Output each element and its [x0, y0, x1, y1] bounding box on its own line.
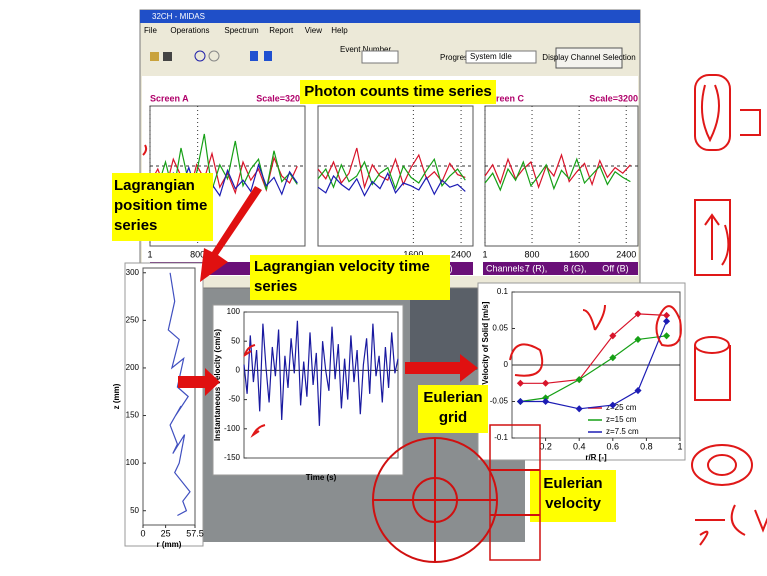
x-tick-label: 1600: [569, 249, 589, 259]
x-tick-label: 2400: [451, 249, 471, 259]
y-tick-label: 200: [126, 363, 140, 372]
window-title: 32CH - MIDAS: [152, 12, 205, 21]
slide: 32CH - MIDAS File Operations Spectrum Repor…: [0, 0, 767, 576]
screen-name: Screen A: [150, 93, 189, 103]
y-tick-label: -100: [224, 424, 241, 433]
x-tick-label: 1: [482, 249, 487, 259]
menu-item[interactable]: View: [305, 26, 322, 35]
y-tick-label: -50: [228, 395, 240, 404]
x-tick-label: 0.2: [539, 441, 552, 451]
x-tick-label: 0.4: [573, 441, 586, 451]
screen-scale: Scale=3200: [256, 93, 305, 103]
event-input[interactable]: [362, 51, 398, 63]
legend-label: z=7.5 cm: [606, 427, 639, 436]
plot-frame: [143, 268, 195, 525]
display-button-text[interactable]: Display Channel Selection: [542, 53, 635, 62]
menu-item[interactable]: File: [144, 26, 157, 35]
x-tick-label: 1: [677, 441, 682, 451]
y-tick-label: -0.05: [490, 397, 509, 406]
y-tick-label: 50: [231, 336, 240, 345]
y-tick-label: -150: [224, 453, 241, 462]
y-tick-label: 100: [126, 458, 140, 467]
status-text: System Idle: [470, 52, 512, 61]
y-tick-label: 250: [126, 315, 140, 324]
menu-item[interactable]: Spectrum: [224, 26, 259, 35]
y-tick-label: 100: [227, 307, 241, 316]
channel-label: 7 (R),: [525, 263, 548, 273]
channel-label: Channels :: [486, 263, 529, 273]
y-axis-label: z (mm): [112, 383, 121, 409]
eulerian-label: Eulerian velocity: [532, 474, 614, 514]
x-tick-label: 0.6: [607, 441, 620, 451]
photon-label: Photon counts time series: [304, 83, 492, 100]
y-tick-label: 300: [126, 268, 140, 277]
y-tick-label: 150: [126, 411, 140, 420]
y-tick-label: 0.05: [492, 324, 508, 333]
x-tick-label: 25: [161, 528, 171, 538]
channel-label: Off (B): [602, 263, 628, 273]
menu-item[interactable]: Help: [331, 26, 348, 35]
legend-label: z=15 cm: [606, 415, 637, 424]
menu-item[interactable]: Operations: [170, 26, 209, 35]
x-tick-label: 57.5: [186, 528, 204, 538]
x-tick-label: 1: [147, 249, 152, 259]
grid-label: Eulerian grid: [420, 388, 486, 428]
eulerian-label-wrap: Eulerian velocity: [532, 474, 614, 520]
x-axis-label: r (mm): [157, 540, 182, 549]
grid-label-wrap: Eulerian grid: [420, 388, 486, 432]
x-tick-label: 0.8: [640, 441, 653, 451]
y-tick-label: 0: [236, 366, 241, 375]
title-bar: [140, 10, 640, 23]
x-axis-label: r/R [-]: [585, 453, 607, 462]
menu-item[interactable]: Report: [269, 26, 294, 35]
position-label: Lagrangian position time series: [114, 176, 212, 236]
x-tick-label: 800: [525, 249, 540, 259]
y-tick-label: -0.1: [494, 433, 508, 442]
position-label-wrap: Lagrangian position time series: [114, 176, 212, 240]
y-tick-label: 0.1: [497, 287, 509, 296]
x-tick-label: 0: [140, 528, 145, 538]
plot-frame: [485, 106, 638, 246]
x-tick-label: 2400: [616, 249, 636, 259]
y-tick-label: 0: [504, 360, 509, 369]
screen-scale: Scale=3200: [589, 93, 638, 103]
velocity-label: Lagrangian velocity time series: [254, 257, 450, 297]
channel-label: 8 (G),: [564, 263, 587, 273]
x-axis-label: Time (s): [306, 473, 337, 482]
menu-bar: File Operations Spectrum Report View Help: [144, 26, 348, 35]
velocity-label-wrap: Lagrangian velocity time series: [254, 257, 450, 299]
y-tick-label: 50: [130, 506, 139, 515]
